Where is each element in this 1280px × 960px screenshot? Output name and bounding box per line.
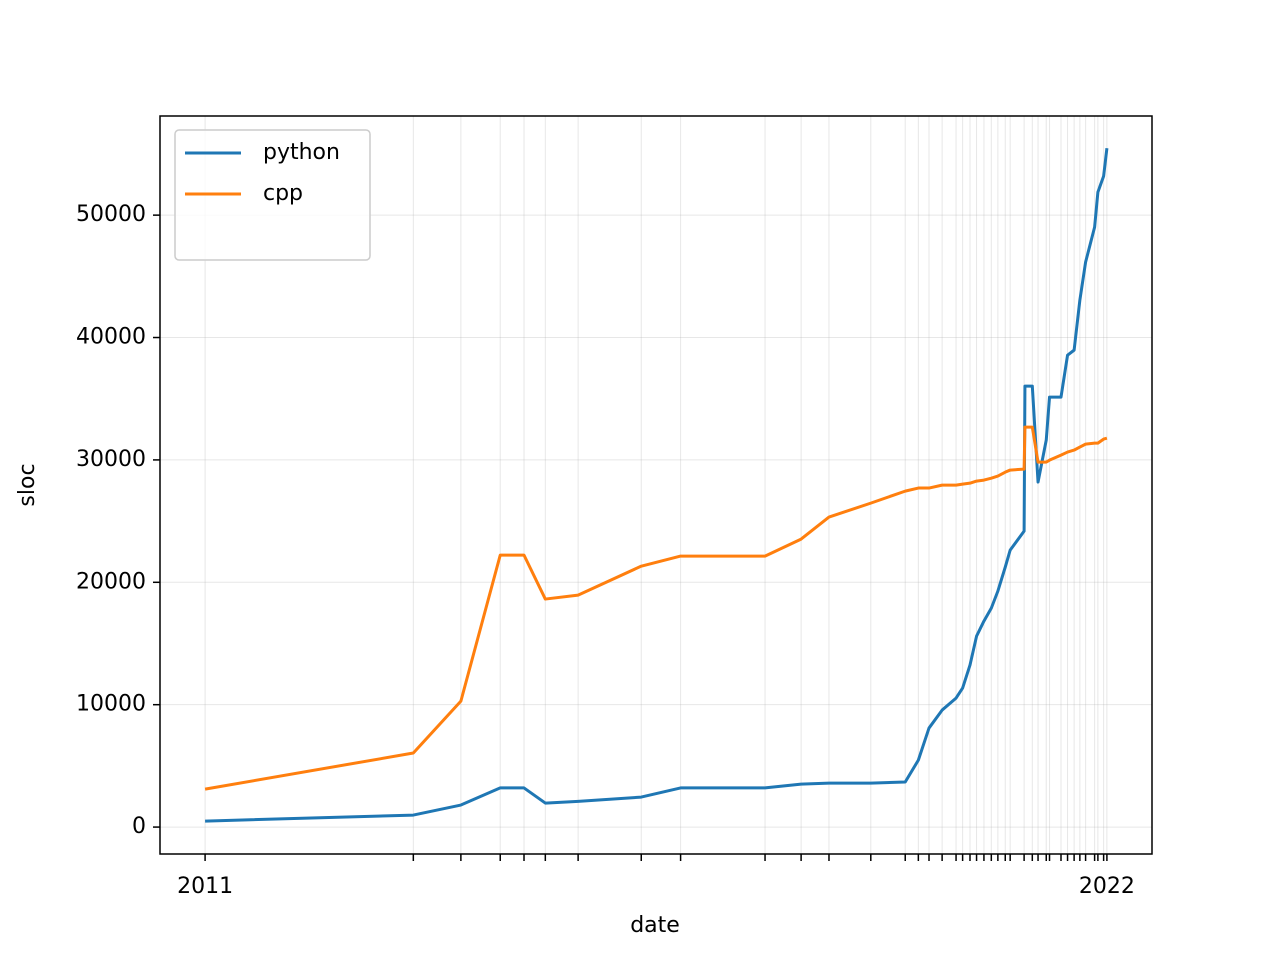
legend-label: cpp	[263, 181, 303, 206]
plot	[204, 148, 1109, 823]
axes-frame	[159, 115, 1153, 855]
legend-label: python	[263, 140, 340, 165]
y-tick-label: 50000	[76, 202, 146, 227]
ticks: 2011 2022 0 10000 20000 30000 40000 50000	[76, 202, 1135, 899]
line-series	[205, 148, 1109, 823]
grid	[160, 116, 1152, 854]
x-axis-label: date	[630, 913, 680, 938]
legend-box	[174, 129, 371, 261]
y-tick-label: 10000	[76, 692, 146, 717]
x-tick-label: 2022	[1079, 874, 1135, 899]
line-series	[204, 425, 1108, 791]
y-tick-label: 20000	[76, 569, 146, 594]
legend: python cpp	[174, 129, 371, 261]
y-tick-label: 30000	[76, 447, 146, 472]
y-tick-label: 0	[132, 814, 146, 839]
x-tick-label: 2011	[177, 874, 233, 899]
y-tick-label: 40000	[76, 325, 146, 350]
y-axis-label: sloc	[15, 463, 40, 506]
